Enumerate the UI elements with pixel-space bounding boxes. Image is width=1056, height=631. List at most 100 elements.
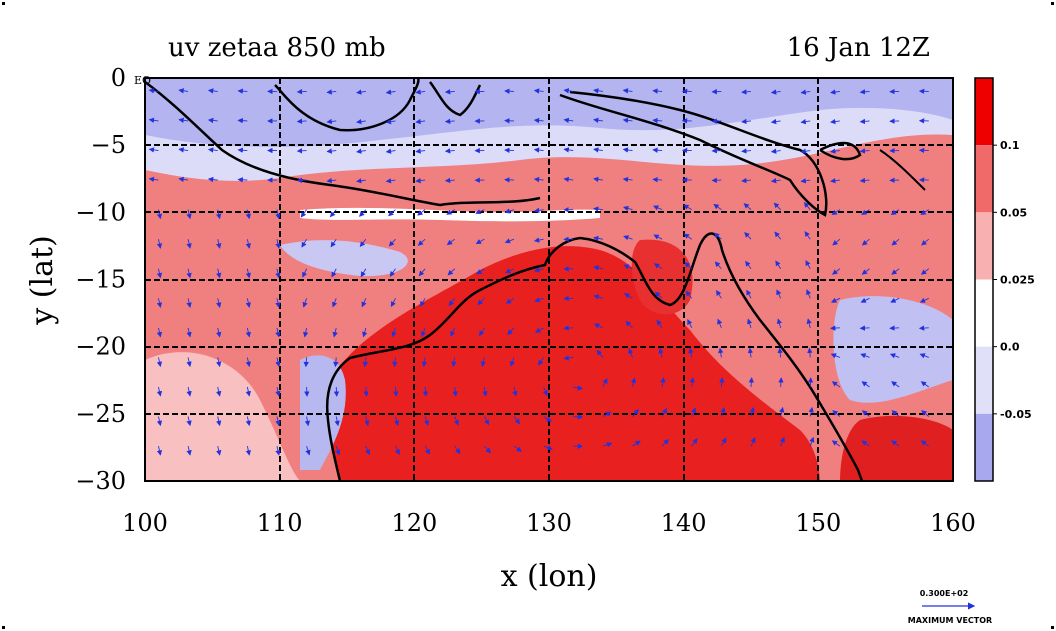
wind-vector bbox=[861, 440, 870, 447]
wind-vector bbox=[920, 268, 930, 275]
wind-vector bbox=[390, 298, 396, 308]
wind-vector bbox=[804, 231, 811, 240]
wind-vector bbox=[452, 386, 458, 397]
wind-vector bbox=[385, 89, 396, 95]
wind-vector bbox=[362, 327, 368, 338]
coastline-sulawesi bbox=[429, 81, 482, 117]
wind-vector bbox=[921, 410, 930, 417]
wind-vector bbox=[417, 209, 426, 216]
coastline-australia bbox=[326, 232, 864, 481]
colorbar: 0.1 0.05 0.025 0.0 -0.05 bbox=[974, 77, 1035, 482]
wind-vector bbox=[148, 147, 159, 153]
field-red-patch-cape-york bbox=[631, 239, 693, 315]
wind-vector bbox=[300, 209, 307, 218]
wind-vector bbox=[800, 118, 811, 125]
wind-vector bbox=[423, 416, 430, 426]
wind-vector bbox=[691, 407, 696, 417]
wind-vector bbox=[776, 318, 783, 328]
wind-vector bbox=[632, 409, 639, 417]
wind-vector bbox=[356, 178, 366, 184]
x-axis-label: x (lon) bbox=[501, 559, 598, 594]
wind-vector bbox=[422, 386, 429, 397]
wind-vector bbox=[652, 88, 663, 94]
wind-vector bbox=[688, 347, 694, 358]
wind-vector bbox=[713, 232, 722, 240]
wind-vector bbox=[329, 209, 337, 218]
wind-vector bbox=[805, 260, 811, 269]
wind-vector bbox=[622, 88, 633, 94]
equator-label: EQ bbox=[134, 74, 151, 87]
wind-vector bbox=[656, 319, 663, 329]
wind-vector bbox=[803, 202, 811, 210]
wind-vector bbox=[775, 260, 782, 269]
field-blue-patch-coast bbox=[300, 355, 346, 470]
wind-vector bbox=[156, 239, 163, 249]
wind-vector bbox=[507, 327, 515, 336]
wind-vector bbox=[444, 89, 455, 95]
wind-vector bbox=[156, 298, 163, 308]
wind-vector bbox=[356, 118, 366, 125]
wind-vector bbox=[207, 147, 218, 153]
wind-vector bbox=[477, 297, 485, 306]
wind-vector bbox=[237, 88, 248, 94]
wind-vector bbox=[743, 203, 752, 210]
vorticity-field bbox=[145, 78, 953, 481]
wind-vector bbox=[245, 357, 251, 368]
wind-vector bbox=[476, 268, 485, 275]
wind-vector bbox=[391, 327, 397, 338]
wind-vector bbox=[245, 298, 251, 308]
wind-vector bbox=[777, 347, 783, 358]
wind-vector bbox=[770, 178, 781, 184]
wind-vector bbox=[779, 436, 785, 447]
field-blue-patch-west bbox=[280, 240, 408, 277]
wind-vector bbox=[718, 347, 724, 358]
wind-vector bbox=[156, 327, 163, 338]
wind-vector bbox=[652, 147, 663, 153]
wind-vector bbox=[800, 178, 811, 184]
y-axis-label: y (lat) bbox=[25, 235, 60, 325]
wind-vector bbox=[509, 357, 516, 367]
wind-vector bbox=[830, 148, 840, 154]
wind-vector bbox=[385, 148, 396, 154]
wind-vector bbox=[186, 445, 192, 456]
wind-vector bbox=[602, 411, 612, 417]
wind-vector bbox=[830, 353, 841, 359]
wind-vector bbox=[747, 347, 754, 358]
colorbar-swatch bbox=[975, 212, 993, 280]
wind-vector bbox=[596, 349, 604, 358]
wind-vector bbox=[513, 445, 522, 452]
wind-vector bbox=[720, 407, 726, 417]
gridlines bbox=[145, 78, 953, 481]
wind-vector bbox=[484, 445, 492, 454]
wind-vector bbox=[216, 357, 222, 368]
wind-vector bbox=[774, 231, 781, 240]
x-tick-label: 110 bbox=[257, 509, 303, 537]
wind-vector bbox=[156, 386, 163, 397]
colorbar-swatch bbox=[975, 78, 993, 146]
wind-vector bbox=[504, 238, 515, 244]
wind-vector bbox=[245, 268, 251, 279]
wind-vector bbox=[533, 88, 544, 94]
wind-vector bbox=[451, 357, 457, 368]
wind-vector bbox=[482, 386, 488, 397]
wind-vector bbox=[275, 239, 281, 249]
coastline-borneo bbox=[274, 78, 420, 132]
wind-vector bbox=[653, 263, 663, 270]
wind-vector bbox=[770, 118, 781, 125]
wind-vector bbox=[415, 177, 426, 184]
wind-vector bbox=[207, 88, 218, 94]
wind-vector bbox=[630, 377, 637, 388]
wind-vector bbox=[622, 176, 633, 183]
wind-vector bbox=[186, 209, 192, 220]
wind-vector bbox=[593, 294, 603, 300]
wind-vector bbox=[891, 440, 900, 447]
wind-vector bbox=[303, 327, 309, 338]
wind-vector bbox=[602, 378, 608, 388]
wind-vector bbox=[415, 89, 426, 95]
wind-vector bbox=[186, 239, 192, 249]
colorbar-swatch bbox=[975, 346, 993, 414]
wind-vector bbox=[448, 298, 456, 307]
wind-vector bbox=[660, 377, 666, 388]
wind-vector bbox=[156, 445, 163, 456]
x-tick-label: 160 bbox=[930, 509, 976, 537]
